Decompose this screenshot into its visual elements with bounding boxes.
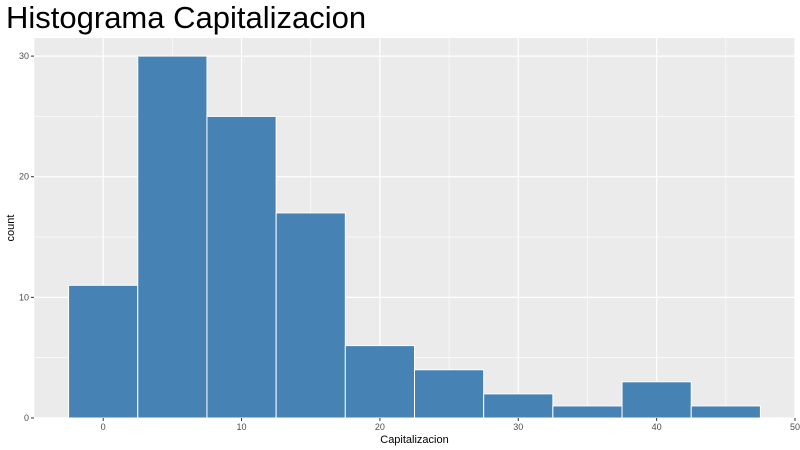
- histogram-bar: [483, 393, 554, 419]
- histogram-bar: [206, 115, 277, 419]
- y-tick-label: 0: [24, 413, 29, 423]
- y-tick-label: 10: [19, 292, 29, 302]
- histogram-bar: [690, 405, 761, 419]
- y-tick-label: 30: [19, 51, 29, 61]
- x-tick-label: 20: [375, 422, 385, 432]
- histogram-bar: [275, 212, 346, 419]
- x-tick-label: 50: [790, 422, 800, 432]
- y-axis-title: count: [5, 215, 17, 242]
- histogram-bar: [68, 284, 139, 419]
- histogram-bar: [137, 55, 208, 419]
- histogram-bar: [621, 381, 692, 419]
- x-tick-label: 0: [101, 422, 106, 432]
- x-tick-label: 10: [237, 422, 247, 432]
- histogram-bar: [414, 369, 485, 419]
- histogram-bars: [68, 55, 761, 419]
- x-axis-title: Capitalizacion: [380, 434, 448, 446]
- histogram-bar: [344, 345, 415, 419]
- y-tick-label: 20: [19, 172, 29, 182]
- x-tick-label: 40: [652, 422, 662, 432]
- x-axis: 0 10 20 30 40 50: [101, 418, 800, 432]
- chart-title: Histograma Capitalizacion: [6, 0, 367, 35]
- x-tick-label: 30: [513, 422, 523, 432]
- y-axis: 0 10 20 30: [19, 51, 34, 423]
- histogram-bar: [552, 405, 623, 419]
